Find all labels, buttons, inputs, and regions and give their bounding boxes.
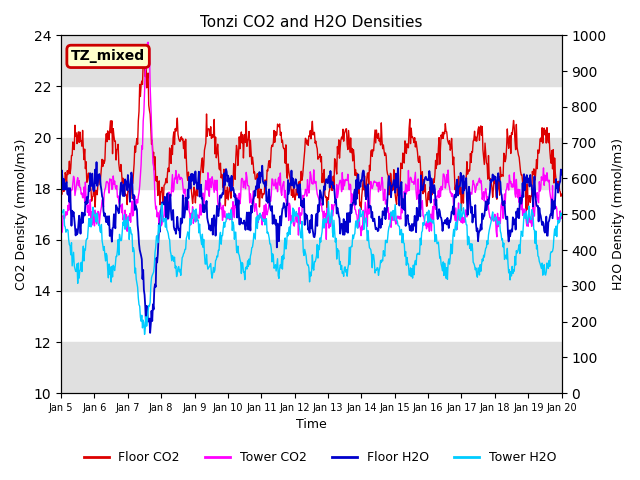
X-axis label: Time: Time — [296, 419, 326, 432]
Text: TZ_mixed: TZ_mixed — [71, 49, 145, 63]
Bar — [61, 342, 561, 393]
Bar — [61, 36, 561, 86]
Title: Tonzi CO2 and H2O Densities: Tonzi CO2 and H2O Densities — [200, 15, 422, 30]
Bar — [61, 138, 561, 189]
Legend: Floor CO2, Tower CO2, Floor H2O, Tower H2O: Floor CO2, Tower CO2, Floor H2O, Tower H… — [79, 446, 561, 469]
Y-axis label: H2O Density (mmol/m3): H2O Density (mmol/m3) — [612, 138, 625, 290]
Y-axis label: CO2 Density (mmol/m3): CO2 Density (mmol/m3) — [15, 139, 28, 290]
Bar — [61, 240, 561, 291]
